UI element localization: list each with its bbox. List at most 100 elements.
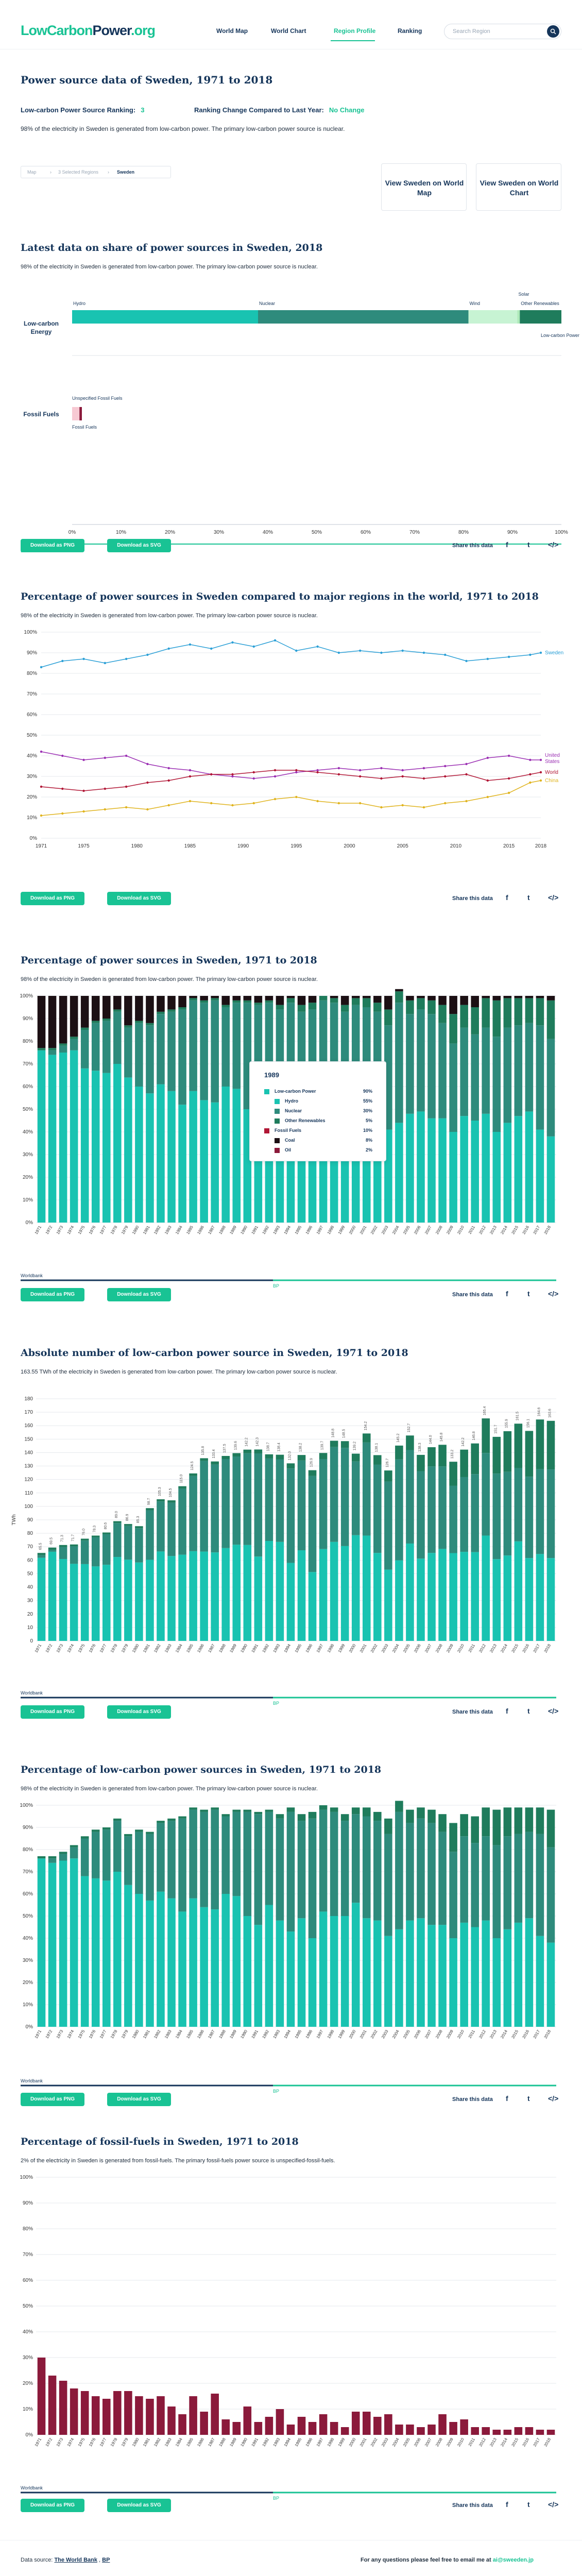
change-value: No Change (329, 106, 365, 114)
download-png-button[interactable]: Download as PNG (21, 1288, 84, 1301)
bar-segment (514, 1468, 523, 1541)
x-tick-label: 1971 (34, 2029, 43, 2039)
bar-segment (492, 2430, 501, 2435)
bar-segment (254, 1925, 263, 2027)
x-tick-label: 1987 (207, 1225, 216, 1235)
tooltip-label: Hydro (285, 1098, 299, 1104)
twitter-icon[interactable]: t (527, 893, 530, 902)
embed-icon[interactable]: </> (548, 893, 559, 902)
x-tick-label: 1977 (99, 1643, 108, 1653)
data-point (104, 787, 107, 790)
bar-segment (449, 1462, 457, 1486)
x-tick-label: 2008 (435, 1643, 443, 1653)
nav-world-map[interactable]: World Map (216, 27, 248, 35)
footer-source-link-2[interactable]: BP (102, 2557, 110, 2563)
x-tick-label: 1980 (131, 1643, 140, 1653)
segment-label: Fossil Fuels (72, 425, 97, 430)
twitter-icon[interactable]: t (527, 1290, 530, 1298)
bar-segment (102, 1019, 111, 1021)
bar-segment (460, 1477, 468, 1552)
download-png-button[interactable]: Download as PNG (21, 892, 84, 905)
nav-region-profile[interactable]: Region Profile (334, 27, 376, 35)
embed-icon[interactable]: </> (548, 2500, 559, 2509)
page-summary: 98% of the electricity in Sweden is gene… (21, 125, 345, 132)
bar-segment (70, 1050, 78, 1223)
total-label: 138.4 (277, 1443, 281, 1452)
breadcrumb-regions[interactable]: 3 Selected Regions (58, 170, 99, 175)
x-tick-label: 1971 (34, 2437, 43, 2447)
x-tick-label: 2002 (370, 1225, 379, 1235)
share-label: Share this data (452, 2502, 493, 2509)
download-png-button[interactable]: Download as PNG (21, 2093, 84, 2106)
bar-segment (221, 1548, 230, 1641)
bar-segment (406, 1809, 414, 1823)
bar-segment (384, 1481, 392, 1570)
twitter-icon[interactable]: t (527, 1707, 530, 1715)
embed-icon[interactable]: </> (548, 540, 559, 549)
facebook-icon[interactable]: f (506, 1290, 508, 1298)
data-point (273, 769, 277, 772)
bar-segment (460, 1116, 468, 1223)
download-svg-button[interactable]: Download as SVG (107, 892, 171, 905)
tooltip-label: Oil (285, 1147, 292, 1153)
x-tick-label: 1998 (327, 2437, 335, 2447)
bar-segment (308, 1938, 317, 2027)
download-svg-button[interactable]: Download as SVG (107, 2093, 171, 2106)
breadcrumb-separator: › (50, 170, 52, 175)
download-png-button[interactable]: Download as PNG (21, 2499, 84, 2512)
view-on-chart-button[interactable]: View Sweden on World Chart (476, 163, 561, 211)
download-svg-button[interactable]: Download as SVG (107, 1288, 171, 1301)
bar-segment (232, 1000, 241, 1003)
facebook-icon[interactable]: f (506, 540, 508, 549)
facebook-icon[interactable]: f (506, 893, 508, 902)
bar-segment (330, 1440, 338, 1447)
bar-segment (37, 1856, 46, 1859)
download-svg-button[interactable]: Download as SVG (107, 539, 171, 552)
bar-segment (525, 1918, 534, 2027)
segment-label: Nuclear (259, 301, 275, 306)
site-logo[interactable]: LowCarbonPower.org (21, 23, 156, 39)
facebook-icon[interactable]: f (506, 2094, 508, 2103)
x-tick-label: 2014 (500, 1643, 508, 1653)
bar-segment (243, 1449, 252, 1453)
bar-segment (135, 1023, 143, 1087)
nav-world-chart[interactable]: World Chart (271, 27, 306, 35)
search-button[interactable] (547, 25, 559, 38)
x-tick-label: 1978 (110, 2029, 118, 2039)
bar-segment (286, 2425, 295, 2435)
download-svg-button[interactable]: Download as SVG (107, 2499, 171, 2512)
x-tick-label: 2004 (391, 2029, 400, 2039)
twitter-icon[interactable]: t (527, 2500, 530, 2509)
data-point (337, 767, 340, 770)
breadcrumb-map[interactable]: Map (27, 170, 37, 175)
embed-icon[interactable]: </> (548, 1290, 559, 1298)
embed-icon[interactable]: </> (548, 1707, 559, 1715)
x-tick-label: 2009 (446, 2437, 454, 2447)
breadcrumb-separator: › (108, 170, 109, 175)
y-tick-label: 10 (27, 1625, 33, 1631)
embed-icon[interactable]: </> (548, 2094, 559, 2103)
footer-email-link[interactable]: ai@sweeden.jp (492, 2557, 534, 2563)
x-tick-label: 1990 (237, 843, 249, 849)
twitter-icon[interactable]: t (527, 2094, 530, 2103)
download-png-button[interactable]: Download as PNG (21, 539, 84, 552)
tooltip-label: Nuclear (285, 1108, 302, 1113)
footer-source-link-1[interactable]: The World Bank (54, 2557, 97, 2563)
bar-segment (276, 1920, 284, 2027)
twitter-icon[interactable]: t (527, 540, 530, 549)
total-label: 65.5 (39, 1543, 43, 1550)
bar-segment (70, 1037, 78, 1039)
bar-segment (546, 1039, 555, 1137)
download-png-button[interactable]: Download as PNG (21, 1705, 84, 1719)
search-box[interactable]: Search Region (444, 24, 561, 39)
nav-ranking[interactable]: Ranking (398, 27, 422, 35)
facebook-icon[interactable]: f (506, 2500, 508, 2509)
bar-segment (514, 1116, 523, 1223)
bar-segment (362, 1807, 371, 1817)
y-tick-label: 0% (26, 2432, 33, 2438)
facebook-icon[interactable]: f (506, 1707, 508, 1715)
bar-segment (373, 1464, 382, 1553)
download-svg-button[interactable]: Download as SVG (107, 1705, 171, 1719)
bar-segment (189, 996, 197, 998)
view-on-map-button[interactable]: View Sweden on World Map (381, 163, 467, 211)
